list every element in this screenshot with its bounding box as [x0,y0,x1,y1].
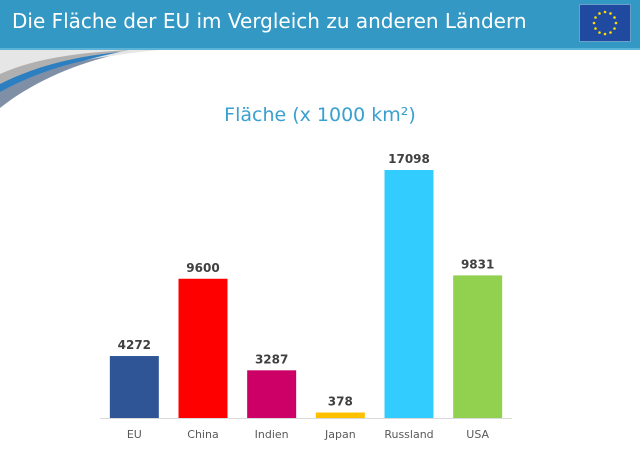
bar-russland [384,170,434,418]
x-tick-label: Indien [255,428,289,441]
x-tick-label: Russland [384,428,433,441]
eu-star [598,12,601,15]
data-label: 9600 [186,261,219,275]
decorative-swoosh [0,50,160,108]
bar-japan [315,412,365,418]
eu-star [613,16,616,19]
eu-star [598,31,601,34]
eu-star [614,21,618,25]
x-tick-label: China [187,428,218,441]
data-label: 4272 [118,338,151,352]
bar-usa [453,275,503,418]
x-tick-label: EU [127,428,142,441]
eu-star [603,10,607,14]
eu-star [609,31,612,34]
header-bar: Die Fläche der EU im Vergleich zu andere… [0,0,640,50]
x-tick-label: USA [466,428,489,441]
eu-star [594,16,597,19]
eu-star [613,27,616,30]
bar-china [178,278,228,418]
data-label: 378 [328,395,353,409]
x-tick-label: Japan [324,428,356,441]
eu-star [603,32,607,36]
bar-indien [247,370,297,418]
bar-chart: 4272 EU 9600 China 3287 Indien 378 Japan 17098 Ru… [100,152,512,441]
bar-eu [109,356,159,418]
eu-star [592,21,596,25]
eu-star [594,27,597,30]
eu-star [609,12,612,15]
eu-flag-logo [579,4,631,42]
chart-title: Fläche (x 1000 km²) [224,104,416,126]
data-label: 9831 [461,257,494,271]
eu-stars-icon [592,10,618,36]
page-title: Die Fläche der EU im Vergleich zu andere… [12,9,527,33]
data-label: 17098 [388,152,430,166]
data-label: 3287 [255,352,288,366]
